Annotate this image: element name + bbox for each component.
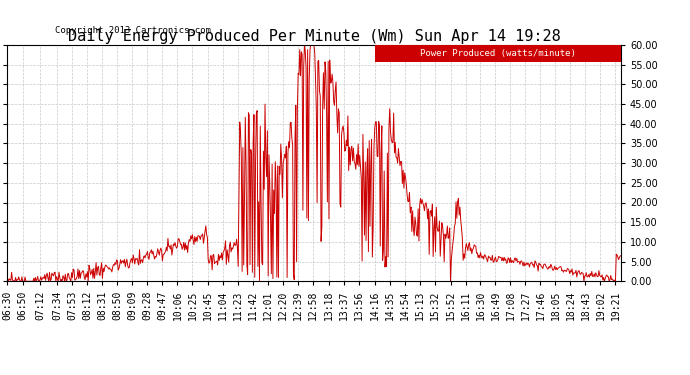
Text: Copyright 2013 Cartronics.com: Copyright 2013 Cartronics.com — [55, 26, 211, 35]
Title: Daily Energy Produced Per Minute (Wm) Sun Apr 14 19:28: Daily Energy Produced Per Minute (Wm) Su… — [68, 29, 560, 44]
